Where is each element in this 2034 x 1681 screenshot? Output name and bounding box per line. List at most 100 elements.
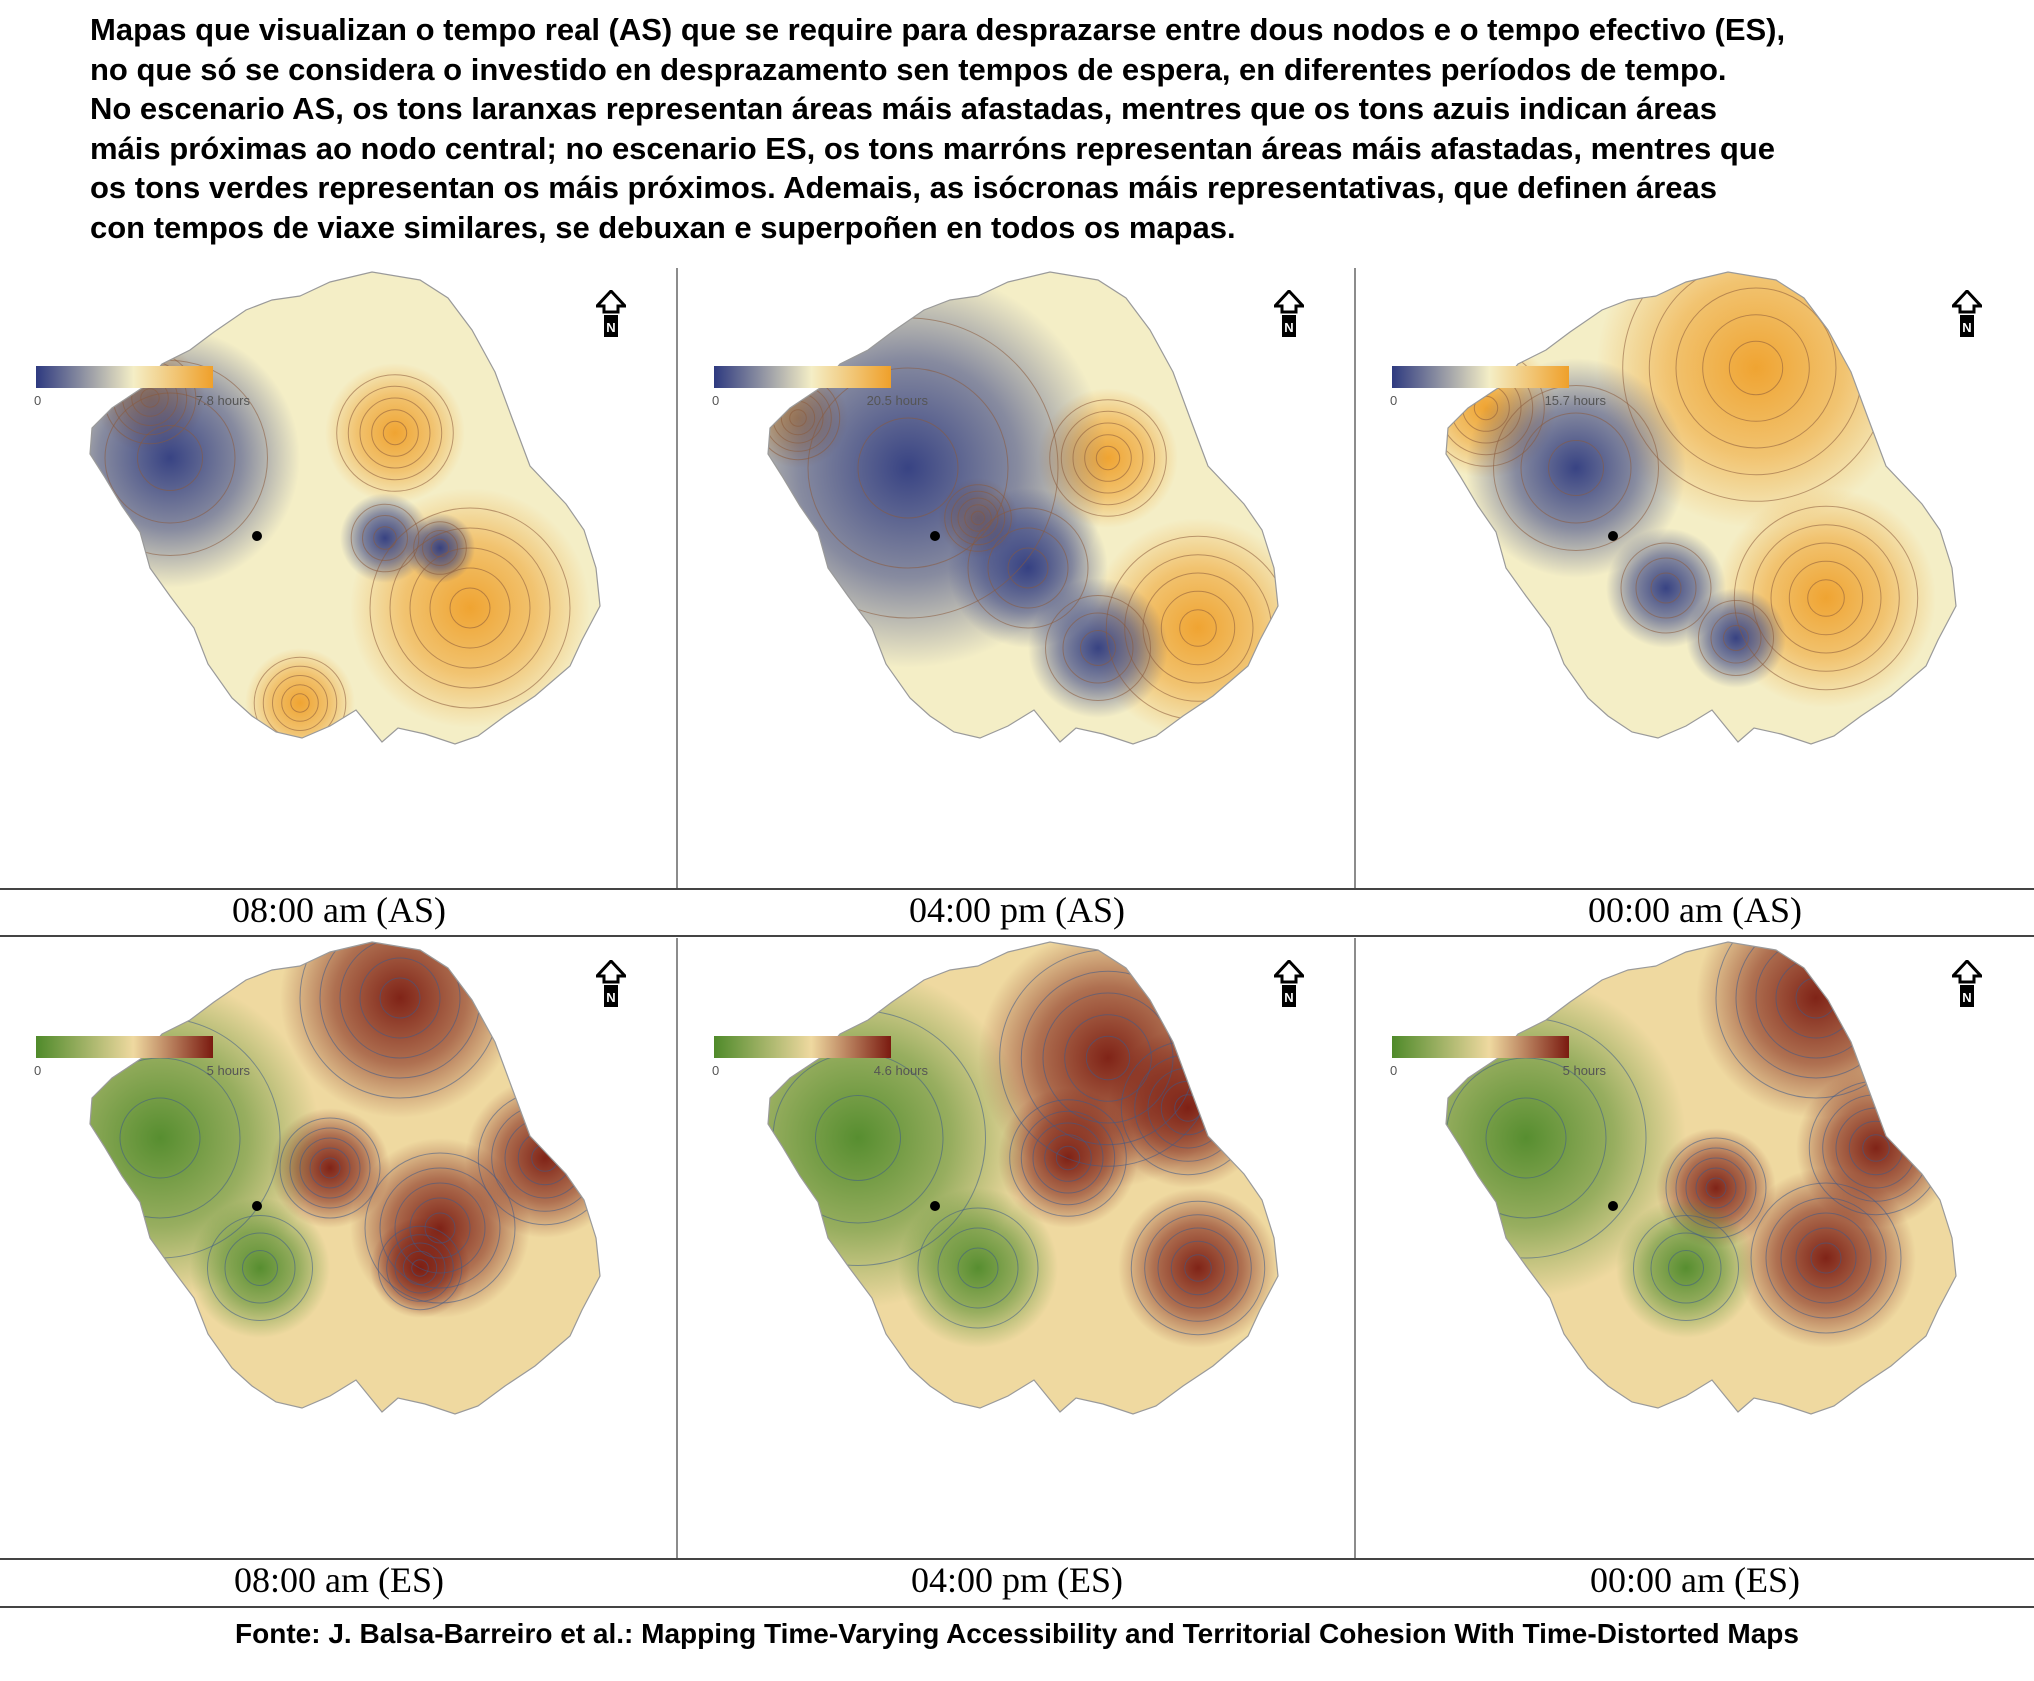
map-region [90, 272, 600, 744]
legend-max-label: 5 hours [1562, 1063, 1606, 1078]
map-region [1446, 272, 1956, 744]
coastline [89, 271, 601, 745]
isochrone-line [1650, 1232, 1722, 1304]
legend-min-label: 0 [34, 1063, 42, 1078]
map-panel-4: 0 5 hours N 08:00 am (ES) [0, 938, 678, 1608]
isochrone-line [987, 527, 1069, 609]
legend-max-label: 7.8 hours [195, 393, 250, 408]
isochrone-line [1675, 1147, 1757, 1229]
far-area [465, 1078, 600, 1238]
isochrone-line [1064, 1014, 1152, 1102]
source-citation: Fonte: J. Balsa-Barreiro et al.: Mapping… [235, 1618, 1799, 1649]
legend-min-label: 0 [1390, 393, 1398, 408]
isochrone-line [1705, 1177, 1727, 1199]
isochrone-line [1009, 1099, 1127, 1217]
isochrone-line [944, 484, 1012, 552]
isochrone-line [119, 1097, 201, 1179]
isochrone-line [950, 490, 1006, 546]
isochrone-line [279, 1117, 381, 1219]
description-line-5: os tons verdes representan os máis próxi… [90, 170, 1718, 205]
isochrone-line [937, 1227, 1019, 1309]
isochrone-line [281, 684, 319, 722]
isochrone-line [1493, 385, 1659, 551]
isochrone-line [371, 409, 419, 457]
isochrone-line [1084, 434, 1132, 482]
isochrone-line [1446, 1057, 1607, 1219]
isochrone-line [1548, 440, 1604, 496]
legend-max-label: 20.5 hours [866, 393, 928, 408]
far-area [1796, 1068, 1956, 1228]
central-node [1608, 531, 1618, 541]
isochrone-line [90, 1057, 241, 1219]
isochrone-line [319, 1157, 341, 1179]
north-arrow-label: N [1962, 990, 1971, 1005]
isochrone-line [789, 409, 807, 427]
isochrone-line [411, 1259, 429, 1277]
isochrone-line [359, 957, 441, 1039]
isochrone-line [1072, 422, 1144, 494]
coastline [767, 271, 1279, 745]
near-area [1028, 578, 1168, 718]
isochrone-line [1635, 557, 1697, 619]
panel-divider-vertical [1354, 268, 1356, 888]
isochrone-line [1080, 630, 1116, 666]
isochrone-line [970, 510, 986, 526]
travel-time-map [767, 941, 1279, 1415]
coastline [1445, 941, 1957, 1415]
isochrone-line [137, 425, 203, 491]
central-node [1608, 1201, 1618, 1211]
legend-max-label: 15.7 hours [1544, 393, 1606, 408]
description-line-2: no que só se considera o investido en de… [90, 51, 1727, 87]
north-arrow-label: N [1962, 320, 1971, 335]
isochrone-line [1130, 1200, 1266, 1336]
isochrone-line [1685, 1157, 1747, 1219]
travel-time-map [89, 271, 601, 745]
isochrone-line [386, 1234, 454, 1302]
isochrone-line [429, 567, 511, 649]
isochrone-line [1049, 399, 1167, 517]
isochrone-line [1144, 1214, 1252, 1322]
caption-rule [0, 935, 2034, 937]
description-line-6: con tempos de viaxe similares, se debuxa… [90, 209, 1236, 245]
map-caption: 00:00 am (ES) [1590, 1560, 1800, 1600]
north-arrow-icon: N [1274, 290, 1304, 337]
isochrone-line [409, 1197, 471, 1259]
isochrone-line [339, 942, 461, 1059]
isochrone-line [1160, 590, 1236, 666]
isochrone-line [1723, 625, 1749, 651]
isochrone-line [362, 515, 408, 561]
isochrone-line [1810, 1242, 1842, 1274]
isochrone-line [857, 417, 959, 519]
isochrone-line [394, 1242, 446, 1294]
legend-color-bar [714, 1036, 891, 1058]
isochrone-line [389, 527, 551, 689]
isochrone-line [382, 420, 408, 446]
isochrone-line [430, 538, 450, 558]
far-area [325, 363, 465, 503]
isochrone-line [1668, 1250, 1704, 1286]
isochrone-line [1062, 612, 1134, 684]
far-area [245, 648, 355, 744]
legend-min-label: 0 [712, 1063, 720, 1078]
isochrone-line [104, 392, 236, 524]
isochrone-line [1032, 1122, 1104, 1194]
map-region [768, 272, 1278, 744]
legend-max-label: 4.6 hours [873, 1063, 928, 1078]
isochrone-line [1007, 547, 1049, 589]
map-panel-1: 0 7.8 hours N 08:00 am (AS) [0, 268, 678, 938]
isochrone-line [1620, 542, 1712, 634]
near-area [405, 513, 475, 583]
isochrone-line [1770, 542, 1882, 654]
isochrone-line [424, 1212, 456, 1244]
isochrone-line [299, 1137, 361, 1199]
legend-min-label: 0 [34, 393, 42, 408]
map-caption: 04:00 pm (ES) [911, 1560, 1123, 1600]
isochrone-line [1520, 412, 1632, 524]
isochrone-line [1650, 572, 1682, 604]
caption-rule [0, 1558, 2034, 1560]
isochrone-line [290, 693, 310, 713]
isochrone-line [377, 1225, 463, 1311]
isochrone-line [807, 367, 1009, 569]
isochrone-line [1750, 1182, 1902, 1334]
legend-color-bar [36, 1036, 213, 1058]
